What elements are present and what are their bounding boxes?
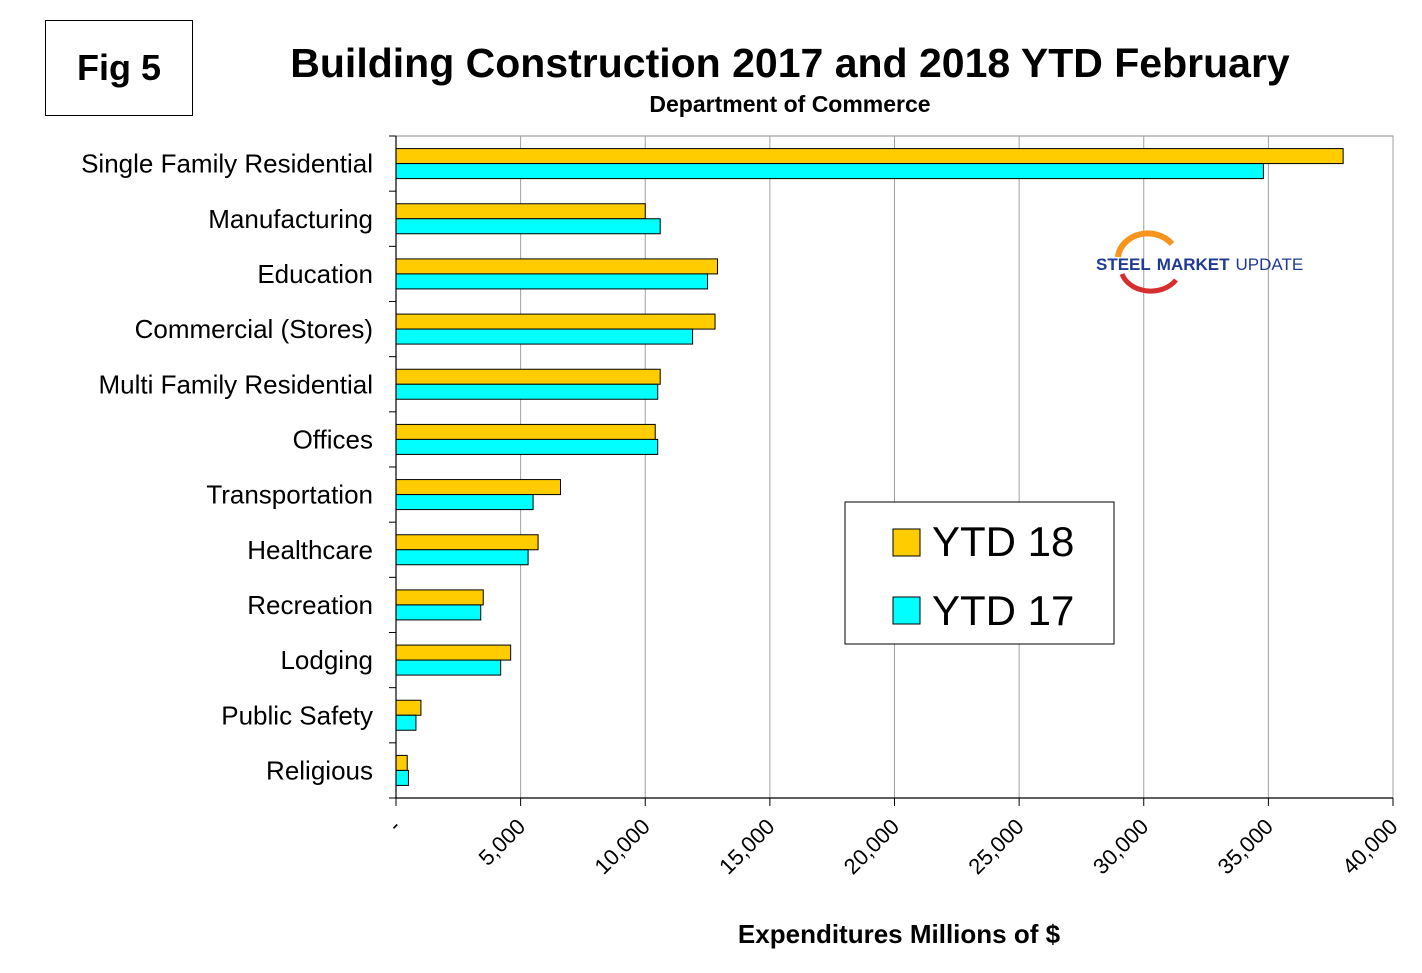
bar-ytd-18 — [395, 479, 562, 496]
x-tick-label: 25,000 — [963, 814, 1028, 879]
x-tick-label: 35,000 — [1213, 814, 1278, 879]
legend: YTD 18 YTD 17 — [844, 501, 1115, 645]
gridlines — [520, 136, 1394, 798]
legend-label-ytd18: YTD 18 — [932, 518, 1074, 565]
bar-ytd-17 — [395, 383, 659, 400]
figure-label: Fig 5 — [45, 20, 193, 116]
bars — [395, 148, 1344, 786]
x-tick-label: 20,000 — [839, 814, 904, 879]
bar-ytd-18 — [395, 203, 646, 220]
legend-swatch-ytd17 — [892, 596, 921, 625]
bar-ytd-17 — [395, 769, 409, 786]
bar-ytd-17 — [395, 659, 502, 676]
logo-swoosh-red-icon — [1119, 272, 1178, 294]
category-label: Transportation — [206, 480, 373, 510]
steel-market-update-logo: STEEL MARKET UPDATE — [1096, 230, 1303, 294]
x-tick-label: - — [383, 814, 406, 837]
bar-ytd-17 — [395, 273, 709, 290]
category-label: Recreation — [247, 590, 373, 620]
bar-ytd-17 — [395, 163, 1264, 180]
logo-steel: STEEL — [1096, 255, 1151, 274]
bar-ytd-17 — [395, 549, 529, 566]
category-label: Public Safety — [221, 700, 373, 730]
category-label: Manufacturing — [208, 204, 373, 234]
bar-ytd-18 — [395, 699, 422, 716]
x-tick-label: 30,000 — [1088, 814, 1153, 879]
x-tick-labels: - 5,000 10,000 15,000 20,000 25,000 30,000 35,0… — [383, 814, 1403, 879]
category-label: Commercial (Stores) — [135, 314, 373, 344]
category-label: Education — [257, 259, 373, 289]
legend-swatch-ytd18 — [892, 528, 921, 557]
bar-ytd-17 — [395, 328, 694, 345]
x-tick-label: 40,000 — [1337, 814, 1402, 879]
bar-ytd-18 — [395, 644, 512, 661]
bar-ytd-17 — [395, 494, 534, 511]
axes — [389, 135, 1394, 806]
category-label: Healthcare — [247, 535, 373, 565]
logo-swoosh-icon — [1115, 230, 1175, 258]
category-label: Single Family Residential — [81, 149, 373, 179]
category-label: Multi Family Residential — [98, 369, 373, 399]
x-tick-label: 5,000 — [474, 814, 531, 871]
x-axis-label: Expenditures Millions of $ — [738, 919, 1061, 949]
bar-ytd-18 — [395, 368, 661, 385]
logo-market: MARKET — [1157, 255, 1230, 274]
category-label: Religious — [266, 755, 373, 785]
bar-ytd-17 — [395, 714, 417, 731]
bar-ytd-17 — [395, 604, 482, 621]
logo-update: UPDATE — [1236, 255, 1304, 274]
x-tick-label: 15,000 — [714, 814, 779, 879]
category-label: Lodging — [280, 645, 373, 675]
x-tick-label: 10,000 — [590, 814, 655, 879]
bar-ytd-18 — [395, 423, 656, 440]
category-labels: Single Family Residential Manufacturing Ed… — [81, 149, 373, 786]
chart-subtitle: Department of Commerce — [649, 91, 931, 117]
bar-ytd-18 — [395, 148, 1344, 165]
legend-label-ytd17: YTD 17 — [932, 587, 1074, 634]
bar-ytd-17 — [395, 218, 661, 235]
bar-ytd-18 — [395, 589, 484, 606]
legend-box — [844, 501, 1115, 645]
bar-ytd-17 — [395, 438, 659, 455]
bar-ytd-18 — [395, 258, 719, 275]
category-label: Offices — [293, 424, 373, 454]
bar-ytd-18 — [395, 534, 539, 551]
bar-ytd-18 — [395, 754, 408, 771]
chart-title: Building Construction 2017 and 2018 YTD … — [290, 40, 1290, 86]
bar-ytd-18 — [395, 313, 716, 330]
